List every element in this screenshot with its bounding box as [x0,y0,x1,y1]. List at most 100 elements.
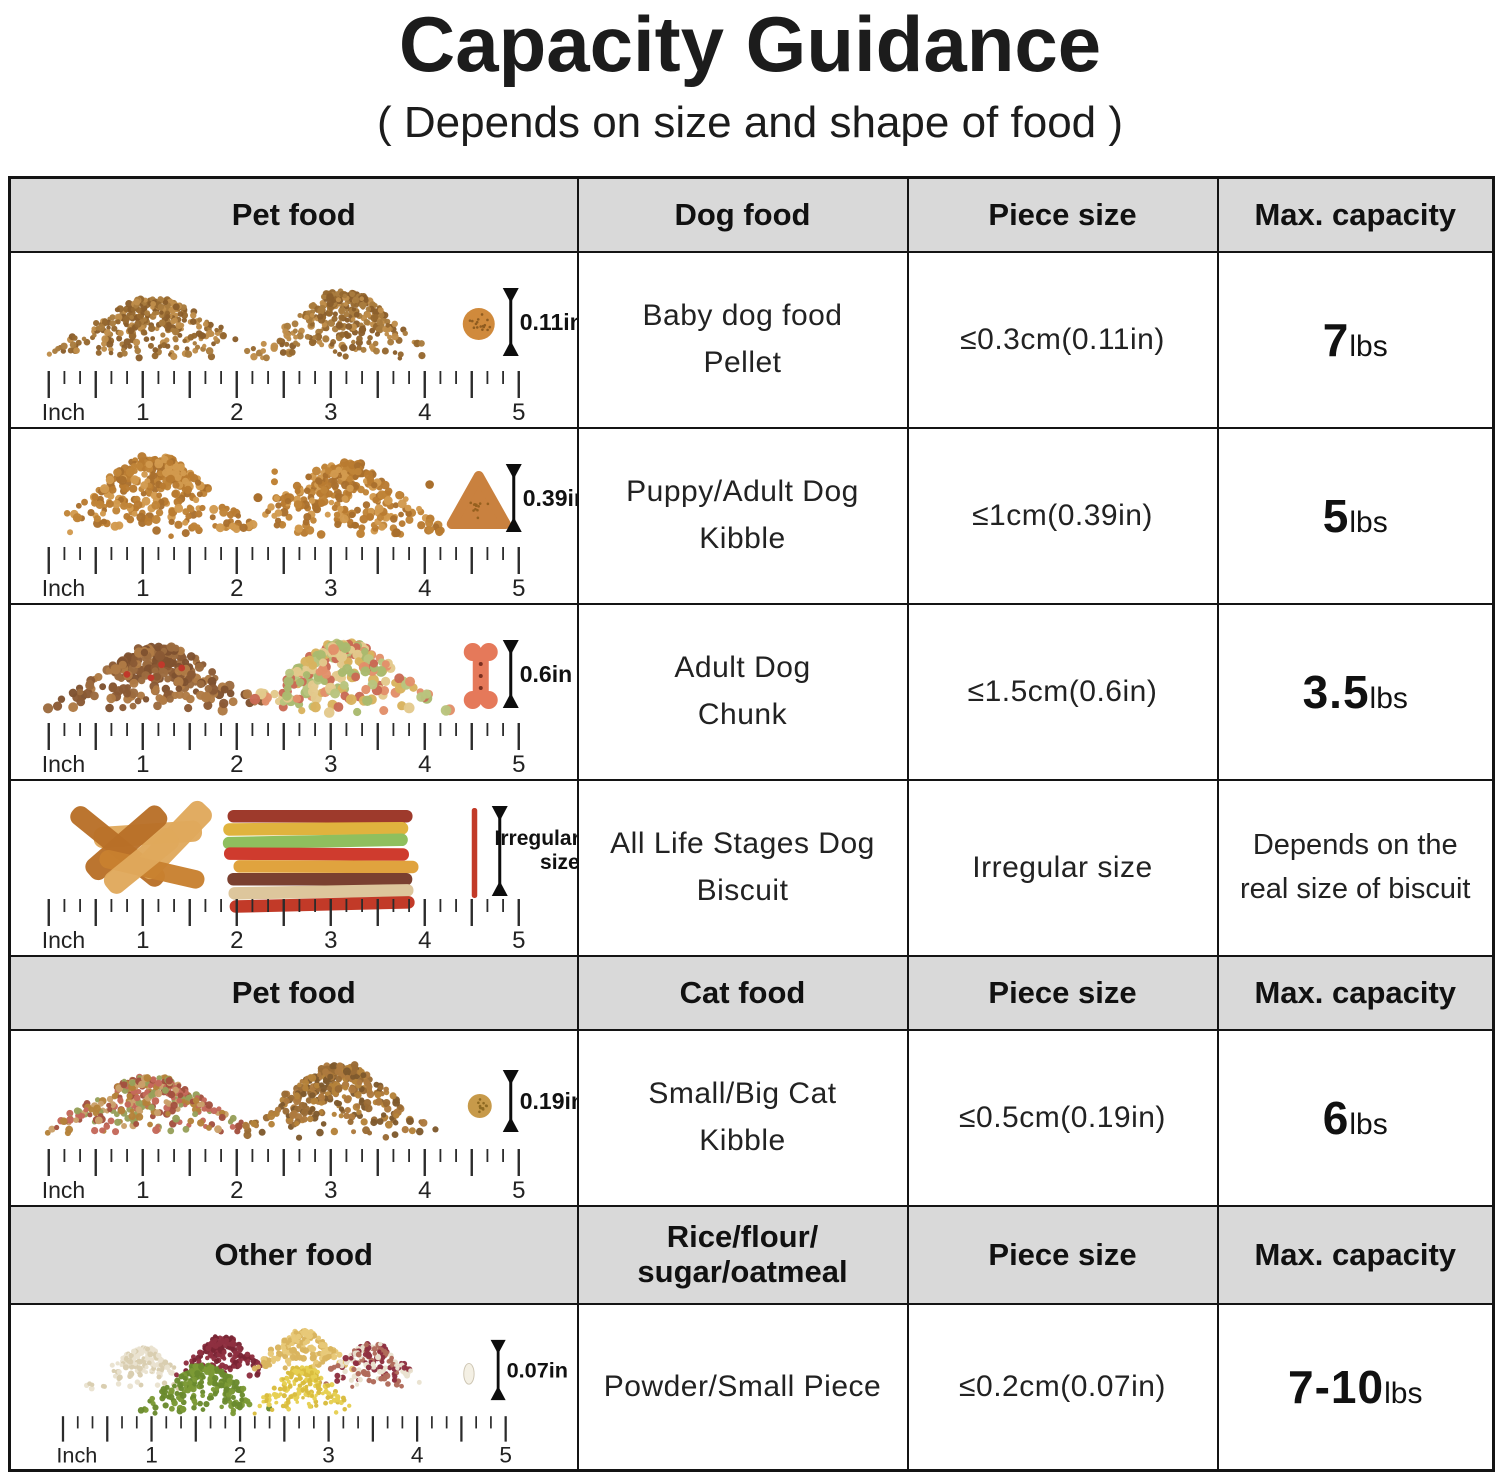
svg-text:5: 5 [499,1442,512,1467]
svg-text:3: 3 [324,399,337,426]
capacity-note: Depends on the real size of biscuit [1240,829,1471,905]
svg-text:2: 2 [230,399,243,426]
svg-text:5: 5 [512,927,525,954]
svg-text:size: size [540,851,576,874]
food-name: Small/Big Cat Kibble [576,1028,909,1207]
max-capacity-value: 3.5lbs [1216,602,1495,781]
column-header-piece-size: Piece size [906,176,1219,253]
column-header-max-capacity: Max. capacity [1216,954,1495,1031]
capacity-number: 5 [1322,489,1350,542]
header-row-cat: Pet food Cat food Piece size Max. capaci… [8,954,1495,1031]
capacity-unit: lbs [1369,681,1408,715]
column-header-piece-size: Piece size [906,1204,1219,1305]
max-capacity-value: 7-10lbs [1216,1302,1495,1472]
column-header-piece-size: Piece size [906,954,1219,1031]
food-row-cat-kibble: 0.19in Inch 1 2 3 4 5 Small/Big Cat Kibble ≤0.… [8,1028,1495,1207]
svg-text:1: 1 [136,575,149,602]
food-photo-cell: 0.11in Inch 1 2 3 4 5 [8,250,579,429]
svg-text:5: 5 [512,751,525,778]
piece-size-value: Irregular size [906,778,1219,957]
svg-text:0.39in: 0.39in [523,485,577,511]
svg-text:2: 2 [234,1442,247,1467]
svg-text:4: 4 [418,399,431,426]
svg-text:4: 4 [411,1442,424,1467]
svg-text:Irregular: Irregular [495,827,577,850]
max-capacity-value: Depends on the real size of biscuit [1216,778,1495,957]
piece-size-value: ≤0.2cm(0.07in) [906,1302,1219,1472]
svg-text:Inch: Inch [42,575,85,601]
svg-text:2: 2 [230,575,243,602]
svg-text:0.07in: 0.07in [507,1357,568,1382]
piece-size-value: ≤0.3cm(0.11in) [906,250,1219,429]
svg-text:Inch: Inch [42,1177,85,1203]
food-name: Baby dog food Pellet [576,250,909,429]
capacity-number: 6 [1322,1091,1350,1144]
piece-size-value: ≤0.5cm(0.19in) [906,1028,1219,1207]
svg-text:3: 3 [324,575,337,602]
column-header-other-food: Other food [8,1204,579,1305]
food-row-dog-biscuit: Irregular size Inch 1 2 3 4 5 All Life Stages D… [8,778,1495,957]
column-header-cat-food: Cat food [576,954,909,1031]
capacity-number: 7-10 [1288,1360,1385,1413]
svg-text:3: 3 [324,927,337,954]
pellet-food-image: 0.11in Inch 1 2 3 4 5 [42,287,577,426]
column-header-pet-food: Pet food [8,176,579,253]
header-row-dog: Pet food Dog food Piece size Max. capaci… [8,176,1495,253]
kibble-food-image: 0.39in Inch 1 2 3 4 5 [42,451,577,602]
svg-text:4: 4 [418,927,431,954]
svg-text:1: 1 [136,399,149,426]
svg-text:4: 4 [418,751,431,778]
food-photo-cell: Irregular size Inch 1 2 3 4 5 [8,778,579,957]
svg-text:5: 5 [512,1177,525,1204]
svg-text:1: 1 [136,927,149,954]
food-name: Puppy/Adult Dog Kibble [576,426,909,605]
piece-size-value: ≤1cm(0.39in) [906,426,1219,605]
max-capacity-value: 6lbs [1216,1028,1495,1207]
svg-text:4: 4 [418,575,431,602]
grains-food-image: 0.07in Inch 1 2 3 4 5 [56,1327,568,1467]
page-subtitle: ( Depends on size and shape of food ) [376,97,1124,147]
food-name: Powder/Small Piece [576,1302,909,1472]
food-row-baby-dog-pellet: 0.11in Inch 1 2 3 4 5 Baby dog food Pellet ≤0.… [8,250,1495,429]
svg-text:Inch: Inch [56,1442,97,1467]
food-photo-cell: 0.6in Inch 1 2 3 4 5 [8,602,579,781]
svg-text:4: 4 [418,1177,431,1204]
svg-text:0.6in: 0.6in [520,661,572,687]
column-header-dog-food: Dog food [576,176,909,253]
capacity-number: 3.5 [1302,665,1370,718]
food-name: Adult Dog Chunk [576,602,909,781]
svg-text:2: 2 [230,927,243,954]
column-header-pet-food: Pet food [8,954,579,1031]
food-row-puppy-adult-kibble: 0.39in Inch 1 2 3 4 5 Puppy/Adult Dog Kibble ≤… [8,426,1495,605]
svg-text:5: 5 [512,575,525,602]
column-header-max-capacity: Max. capacity [1216,176,1495,253]
svg-text:3: 3 [324,751,337,778]
food-name: All Life Stages Dog Biscuit [576,778,909,957]
food-photo-cell: 0.07in Inch 1 2 3 4 5 [8,1302,579,1472]
svg-text:2: 2 [230,1177,243,1204]
capacity-unit: lbs [1349,505,1388,539]
svg-text:Inch: Inch [42,751,85,777]
capacity-table: Pet food Dog food Piece size Max. capaci… [8,175,1495,1472]
max-capacity-value: 7lbs [1216,250,1495,429]
food-photo-cell: 0.39in Inch 1 2 3 4 5 [8,426,579,605]
header-row-other: Other food Rice/flour/ sugar/oatmeal Pie… [8,1204,1495,1305]
svg-text:Inch: Inch [42,927,85,953]
column-header-max-capacity: Max. capacity [1216,1204,1495,1305]
svg-text:0.11in: 0.11in [520,309,577,335]
food-photo-cell: 0.19in Inch 1 2 3 4 5 [8,1028,579,1207]
column-header-rice-flour: Rice/flour/ sugar/oatmeal [576,1204,909,1305]
svg-text:3: 3 [322,1442,335,1467]
svg-text:1: 1 [145,1442,158,1467]
cat-kibble-food-image: 0.19in Inch 1 2 3 4 5 [42,1060,576,1204]
piece-size-value: ≤1.5cm(0.6in) [906,602,1219,781]
svg-text:1: 1 [136,751,149,778]
svg-text:Inch: Inch [42,399,85,425]
page-title: Capacity Guidance [398,0,1102,88]
svg-text:1: 1 [136,1177,149,1204]
chunk-food-image: 0.6in Inch 1 2 3 4 5 [42,638,572,778]
svg-text:5: 5 [512,399,525,426]
capacity-unit: lbs [1384,1376,1423,1410]
food-row-powder: 0.07in Inch 1 2 3 4 5 Powder/Small Piece ≤0.2c… [8,1302,1495,1472]
capacity-unit: lbs [1349,329,1388,363]
